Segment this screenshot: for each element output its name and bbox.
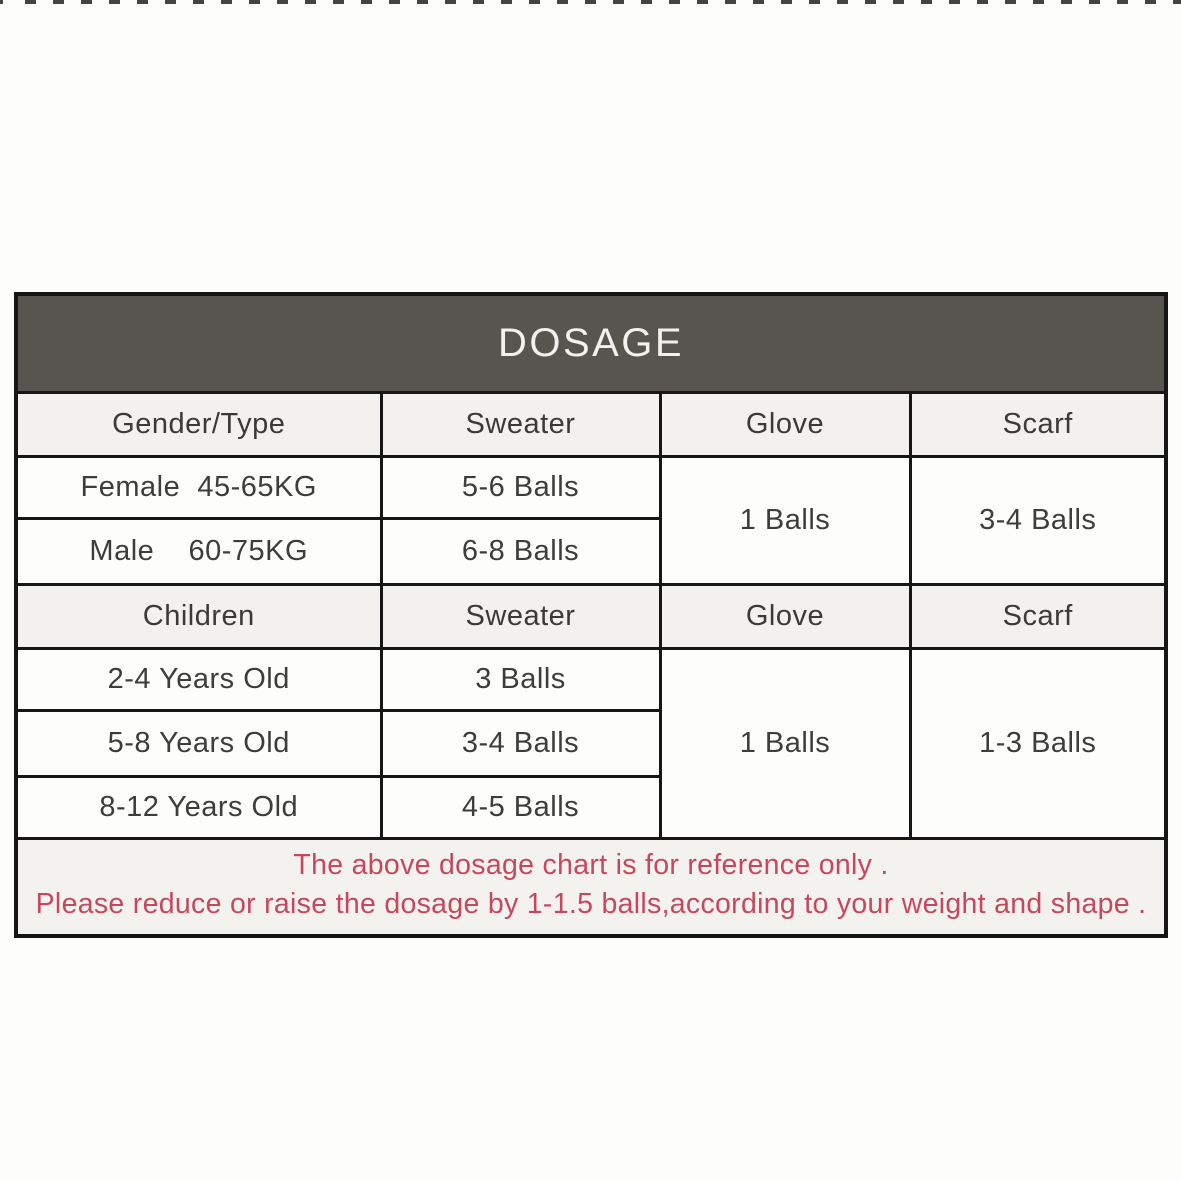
footer-note-row: The above dosage chart is for reference … [14, 836, 1168, 937]
cell-male-label: Male 60-75KG [14, 516, 383, 586]
footer-note-cell: The above dosage chart is for reference … [14, 836, 1168, 937]
adult-scarf-value: 3-4 Balls [979, 503, 1097, 536]
header-children: Children [14, 582, 383, 650]
dosage-table: DOSAGE Gender/Type Sweater Glove Scarf F… [14, 292, 1169, 938]
table-row-male: Male 60-75KG 6-8 Balls [14, 516, 1166, 586]
header-gender-type: Gender/Type [14, 390, 383, 458]
header-scarf-children: Scarf [908, 582, 1168, 650]
header-scarf-adult-label: Scarf [1002, 407, 1073, 440]
table-row-5-8-years: 5-8 Years Old 3-4 Balls [14, 708, 1166, 778]
cell-5-8-label: 5-8 Years Old [14, 708, 383, 778]
male-weight-label: Male 60-75KG [89, 534, 309, 567]
table-title: DOSAGE [14, 292, 1168, 394]
children-glove-value: 1 Balls [739, 726, 831, 759]
cell-8-12-sweater: 4-5 Balls [379, 774, 662, 840]
adult-header-row: Gender/Type Sweater Glove Scarf [14, 390, 1168, 458]
table-row-8-12-years: 8-12 Years Old 4-5 Balls [14, 774, 1166, 840]
children-header-row: Children Sweater Glove Scarf [14, 582, 1168, 650]
footer-note-line2: Please reduce or raise the dosage by 1-1… [35, 887, 1147, 920]
table-row-female: Female 45-65KG 5-6 Balls 1 Balls 3-4 Bal… [14, 454, 1168, 586]
cell-children-scarf: 1-3 Balls [908, 646, 1168, 840]
male-sweater-value: 6-8 Balls [461, 534, 580, 567]
footer-note-line1: The above dosage chart is for reference … [293, 848, 889, 881]
age-8-12-label: 8-12 Years Old [99, 790, 299, 823]
age-8-12-sweater-value: 4-5 Balls [461, 790, 580, 823]
table-row-2-4-years: 2-4 Years Old 3 Balls 1 Balls 1-3 Balls [14, 646, 1168, 840]
cell-male-sweater: 6-8 Balls [379, 516, 662, 586]
header-children-label: Children [142, 599, 255, 632]
age-2-4-label: 2-4 Years Old [107, 662, 290, 695]
cell-adult-glove: 1 Balls [658, 454, 912, 586]
cell-adult-scarf: 3-4 Balls [908, 454, 1168, 586]
header-glove-children-label: Glove [745, 599, 825, 632]
age-2-4-sweater-value: 3 Balls [475, 662, 566, 695]
header-sweater-children: Sweater [379, 582, 662, 650]
header-glove-children: Glove [658, 582, 912, 650]
cell-5-8-sweater: 3-4 Balls [379, 708, 662, 778]
header-glove-adult: Glove [658, 390, 912, 458]
dosage-chart: DOSAGE Gender/Type Sweater Glove Scarf F… [14, 292, 1169, 938]
cell-2-4-sweater: 3 Balls [379, 646, 662, 712]
header-sweater-children-label: Sweater [465, 599, 576, 632]
cell-female-sweater: 5-6 Balls [379, 454, 662, 520]
cell-female-label: Female 45-65KG [14, 454, 383, 520]
adult-glove-value: 1 Balls [739, 503, 831, 536]
table-title-label: DOSAGE [497, 320, 685, 365]
cell-8-12-label: 8-12 Years Old [14, 774, 383, 840]
age-5-8-label: 5-8 Years Old [107, 726, 290, 759]
header-sweater-adult: Sweater [379, 390, 662, 458]
age-5-8-sweater-value: 3-4 Balls [461, 726, 580, 759]
cell-2-4-label: 2-4 Years Old [14, 646, 383, 712]
children-scarf-value: 1-3 Balls [979, 726, 1097, 759]
female-weight-label: Female 45-65KG [80, 470, 317, 503]
female-sweater-value: 5-6 Balls [461, 470, 580, 503]
header-glove-adult-label: Glove [745, 407, 825, 440]
cropped-dashed-line [0, 0, 1181, 4]
header-sweater-adult-label: Sweater [465, 407, 576, 440]
table-title-row: DOSAGE [14, 292, 1168, 394]
cell-children-glove: 1 Balls [658, 646, 912, 840]
header-gender-type-label: Gender/Type [112, 407, 286, 440]
header-scarf-adult: Scarf [908, 390, 1168, 458]
header-scarf-children-label: Scarf [1002, 599, 1073, 632]
